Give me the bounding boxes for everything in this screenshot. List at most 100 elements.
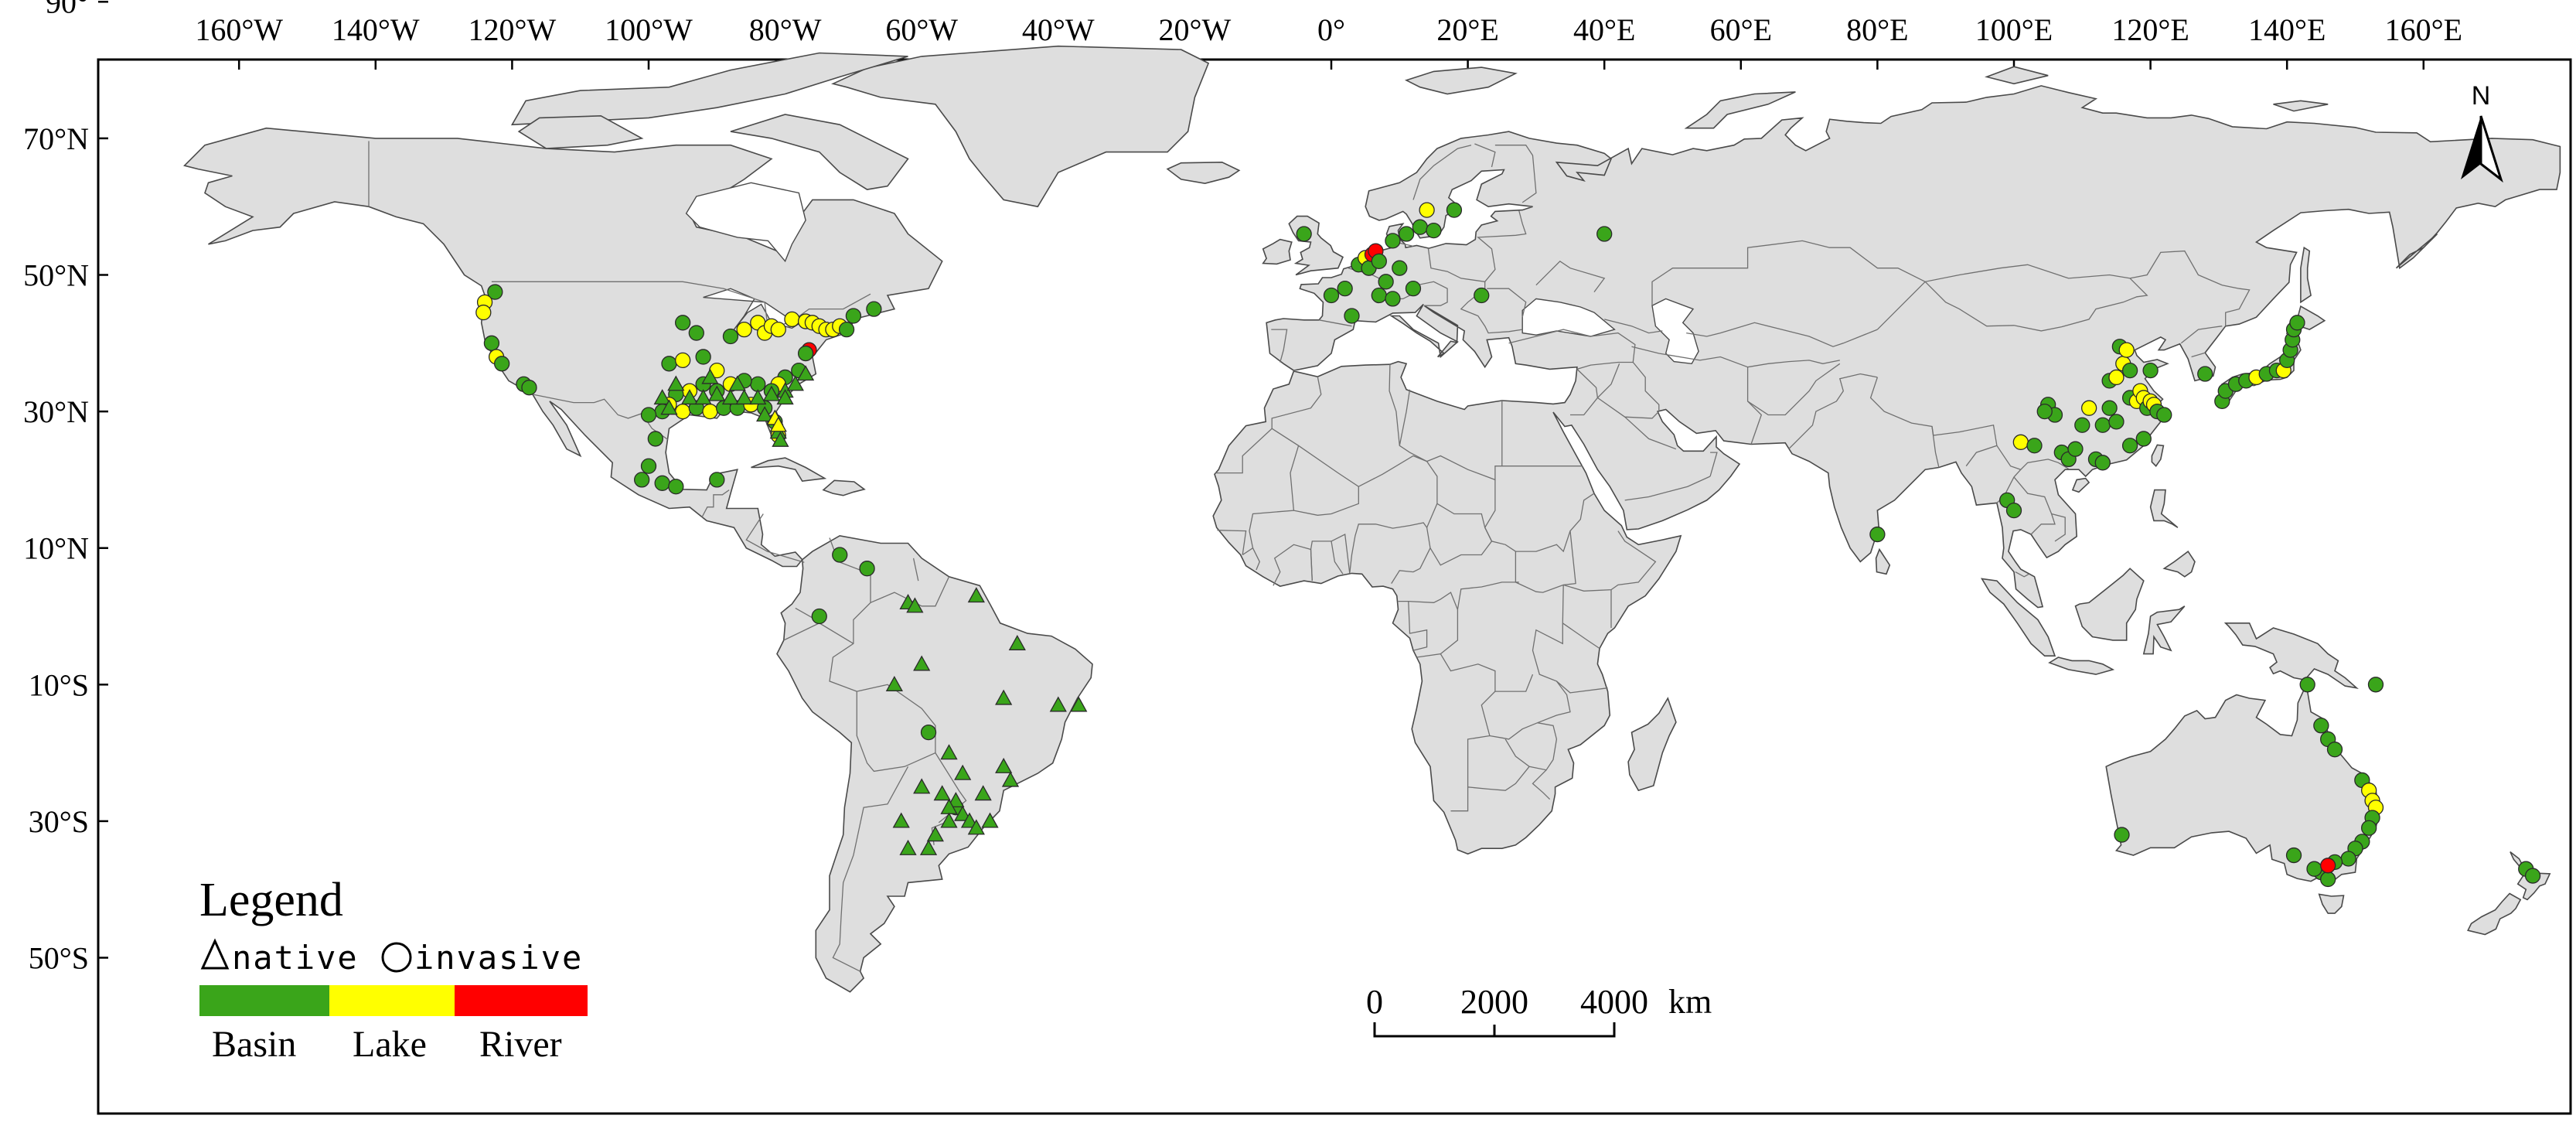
country-border: [1271, 329, 1288, 363]
country-border: [1391, 547, 1431, 584]
country-border: [829, 537, 936, 773]
native-basin-point: [906, 597, 924, 613]
country-border: [870, 576, 950, 607]
native-basin-point: [660, 399, 678, 415]
invasive-basin-point: [521, 380, 537, 396]
country-border: [1318, 319, 1352, 327]
invasive-basin-point: [2074, 417, 2090, 433]
invasive-basin-point: [1474, 287, 1490, 304]
native-basin-point: [919, 839, 938, 855]
native-basin-point: [735, 389, 753, 405]
country-border: [1709, 452, 1718, 477]
legend-basin-swatch: [199, 985, 329, 1016]
landmass-tasmania: [2318, 893, 2345, 914]
lat-tick-label: 30°N: [23, 394, 89, 429]
native-basin-point: [772, 431, 789, 447]
landmass-iceland: [1166, 161, 1241, 185]
country-border: [1996, 445, 2069, 470]
lat-tick-label: 10°N: [23, 531, 89, 566]
lon-tick-label: 20°W: [1159, 12, 1232, 47]
landmass-sumatra: [1980, 578, 2056, 657]
country-border: [532, 394, 669, 440]
native-basin-point: [954, 764, 972, 780]
invasive-basin-point: [2101, 400, 2118, 416]
lat-tick-label: 70°N: [23, 121, 89, 156]
native-lake-point: [769, 416, 787, 432]
lon-tick-label: 100°E: [1975, 12, 2053, 47]
invasive-basin-point: [2524, 868, 2541, 884]
country-border: [1450, 585, 1571, 812]
invasive-basin-point: [640, 407, 657, 423]
invasive-basin-point: [634, 472, 650, 488]
invasive-lake-point: [736, 321, 752, 338]
country-border: [1494, 674, 1534, 692]
country-border: [1399, 389, 1411, 446]
lat-tick-label: 90°: [46, 0, 89, 19]
native-basin-point: [762, 385, 781, 401]
native-basin-point: [1049, 696, 1067, 712]
country-border: [2051, 513, 2066, 542]
invasive-basin-point: [2142, 362, 2159, 379]
invasive-basin-point: [1371, 287, 1387, 304]
landmass-greenland: [830, 45, 1210, 208]
invasive-basin-point: [2121, 362, 2138, 379]
invasive-basin-point: [483, 335, 500, 351]
invasive-basin-point: [1446, 202, 1463, 218]
lon-tick-label: 40°W: [1022, 12, 1095, 47]
country-border: [1508, 329, 1636, 370]
invasive-basin-point: [832, 547, 848, 563]
invasive-lake-point: [2118, 342, 2135, 358]
native-basin-point: [926, 826, 944, 842]
invasive-basin-point: [1378, 274, 1394, 290]
country-border: [745, 513, 805, 563]
native-basin-point: [954, 805, 972, 821]
invasive-basin-point: [487, 284, 503, 300]
invasive-lake-point: [675, 352, 691, 369]
scale-unit: km: [1668, 983, 1712, 1021]
country-border: [1398, 592, 1459, 655]
lon-tick-label: 160°E: [2385, 12, 2462, 47]
invasive-basin-point: [1337, 281, 1353, 297]
landmass-new-siberian: [2273, 100, 2329, 112]
invasive-basin-point: [2320, 871, 2336, 888]
lon-tick-label: 100°W: [605, 12, 693, 47]
invasive-basin-point: [838, 321, 855, 338]
native-basin-point: [974, 785, 992, 801]
water-caspian-sea: [1651, 298, 1699, 365]
north-arrow-label: N: [2472, 81, 2491, 111]
invasive-basin-point: [1371, 253, 1387, 269]
country-border: [912, 558, 919, 582]
native-basin-point: [708, 385, 726, 401]
country-border: [1494, 145, 1537, 203]
native-basin-point: [940, 812, 958, 828]
landmass-cuba: [751, 457, 827, 483]
country-border: [1412, 145, 1472, 200]
invasive-basin-point: [722, 328, 739, 345]
landmass-borneo: [2074, 568, 2145, 641]
native-basin-point: [967, 587, 985, 603]
landmass-hispaniola: [822, 479, 866, 496]
lat-tick-label: 30°S: [29, 804, 89, 839]
invasive-basin-point: [2299, 677, 2315, 693]
lon-tick-label: 60°E: [1710, 12, 1772, 47]
invasive-basin-point: [494, 356, 510, 372]
native-basin-point: [933, 785, 951, 801]
landmass-new-guinea: [2223, 622, 2359, 689]
invasive-basin-point: [2121, 438, 2138, 454]
north-arrow-right-half: [2479, 115, 2503, 183]
land-layer: [183, 45, 2561, 993]
landmass-madagascar: [1627, 697, 1677, 792]
legend: Legend native invasive Basin Lake River: [199, 874, 588, 1065]
legend-basin-label: Basin: [212, 1024, 296, 1065]
scale-label-0: 0: [1366, 983, 1383, 1021]
landmass-europe-asia: [1212, 85, 2561, 855]
invasive-basin-point: [2026, 438, 2043, 454]
lon-tick-label: 80°E: [1846, 12, 1908, 47]
landmass-sakhalin: [2300, 246, 2312, 304]
country-border: [1788, 373, 1878, 450]
lat-tick-label: 10°S: [29, 667, 89, 702]
landmass-novaya-zemlya: [1684, 91, 1796, 129]
native-triangle-icon: [200, 938, 230, 970]
invasive-basin-point: [688, 325, 704, 341]
country-border: [1467, 766, 1530, 791]
